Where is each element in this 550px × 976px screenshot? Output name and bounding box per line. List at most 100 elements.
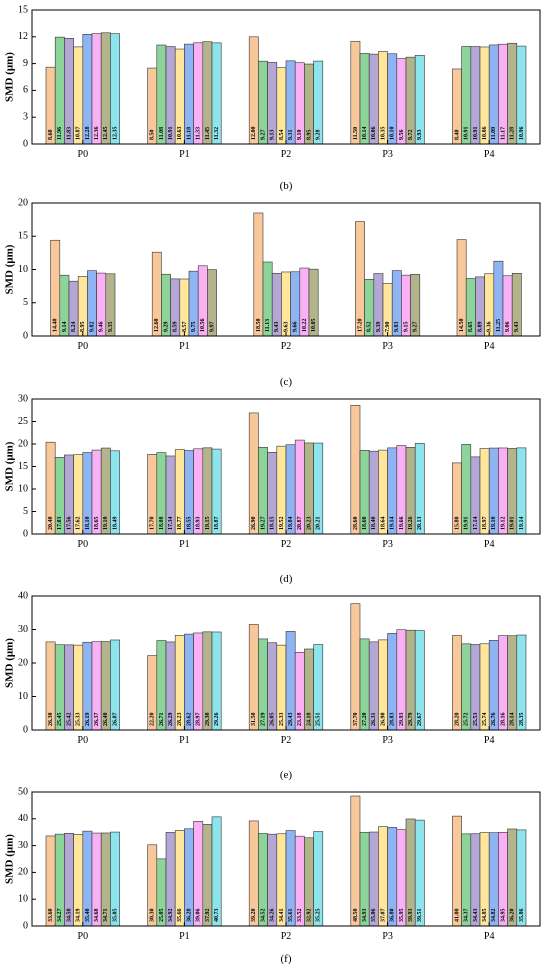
data-label: 18.50 <box>256 319 262 333</box>
data-label: 19.15 <box>205 517 211 531</box>
y-tick-label: 20 <box>18 197 28 208</box>
data-label: 30.30 <box>150 909 156 923</box>
x-tick-label: P1 <box>179 539 190 550</box>
y-tick-label: 0 <box>23 528 28 539</box>
x-tick-label: P3 <box>382 735 393 746</box>
data-label: 9.56 <box>399 130 405 141</box>
bar <box>248 412 259 535</box>
data-label: 12.00 <box>251 127 257 140</box>
data-label: 9.72 <box>408 130 414 141</box>
data-label: 18.10 <box>85 517 91 531</box>
data-label: 10.96 <box>519 127 525 141</box>
data-label: 9.28 <box>316 130 322 141</box>
x-tick-label: P4 <box>484 341 495 352</box>
data-label: 37.92 <box>205 909 211 923</box>
y-tick-label: 40 <box>18 590 28 601</box>
x-tick-label: P0 <box>78 931 89 942</box>
data-label: 9.39 <box>376 322 382 333</box>
data-label: 34.85 <box>482 909 488 923</box>
data-label: 11.08 <box>159 127 165 140</box>
y-tick-label: 5 <box>23 506 28 517</box>
x-tick-label: P4 <box>484 735 495 746</box>
y-tick-label: 25 <box>18 416 28 427</box>
y-axis-label: SMD (μm) <box>4 834 16 884</box>
y-tick-label: 5 <box>23 297 28 308</box>
y-tick-label: 0 <box>23 138 28 149</box>
y-tick-label: 50 <box>18 786 28 797</box>
data-label: 29.43 <box>288 713 294 727</box>
data-label: 9.35 <box>108 322 114 333</box>
data-label: 8.24 <box>71 322 77 333</box>
x-tick-label: P0 <box>78 735 89 746</box>
data-label: 8.54 <box>279 130 285 141</box>
chart-panel-3: (d) 26.30 22.20 31.50 37.70 28.20 25.45 26.71 27… <box>4 573 541 746</box>
data-label: 27.20 <box>362 713 368 727</box>
data-label: 26.71 <box>159 713 165 727</box>
data-label: 19.14 <box>519 517 525 531</box>
data-label: 11.50 <box>353 127 359 140</box>
data-label: 20.87 <box>297 517 303 531</box>
data-label: 36.28 <box>186 909 192 923</box>
data-label: 18.15 <box>270 517 276 531</box>
x-tick-label: P1 <box>179 931 190 942</box>
data-label: 26.29 <box>168 713 174 727</box>
y-tick-label: 6 <box>23 85 28 96</box>
data-label: 17.14 <box>473 517 479 531</box>
data-label: 12.45 <box>103 127 109 141</box>
x-tick-label: P1 <box>179 735 190 746</box>
data-label: 9.13 <box>270 130 276 141</box>
data-label: 33.60 <box>48 909 54 923</box>
data-label: 33.52 <box>297 909 303 923</box>
data-label: 28.20 <box>454 713 460 727</box>
data-label: 24.18 <box>306 713 312 727</box>
data-label: 10.06 <box>371 127 377 141</box>
data-label: 37.70 <box>353 713 359 727</box>
x-tick-label: P2 <box>281 931 292 942</box>
data-label: 34.58 <box>66 909 72 923</box>
bar <box>253 212 264 337</box>
data-label: 19.84 <box>288 517 294 531</box>
data-label: 28.14 <box>510 713 516 727</box>
data-label: 8.65 <box>468 322 474 333</box>
data-label: 18.64 <box>380 517 386 531</box>
panel-label: (f) <box>281 953 292 965</box>
data-label: 17.34 <box>168 517 174 531</box>
data-label: 25.33 <box>76 713 82 727</box>
data-label: 10.91 <box>473 127 479 141</box>
data-label: 12.36 <box>94 127 100 141</box>
y-tick-label: 15 <box>18 461 28 472</box>
data-label: 34.26 <box>270 909 276 923</box>
x-tick-label: P3 <box>382 931 393 942</box>
data-label: 11.13 <box>265 319 271 332</box>
data-label: 9.27 <box>413 322 419 333</box>
x-tick-label: P0 <box>78 539 89 550</box>
y-axis-label: SMD (μm) <box>4 441 16 491</box>
y-tick-label: 3 <box>23 111 28 122</box>
data-label: 41.00 <box>454 909 460 923</box>
data-label: 9.97 <box>209 322 215 333</box>
data-label: 17.03 <box>57 517 63 531</box>
data-label: 9.46 <box>99 322 105 333</box>
y-axis-label: SMD (μm) <box>4 52 16 102</box>
bar <box>350 795 361 927</box>
data-label: 32.92 <box>306 909 312 923</box>
data-label: 9.10 <box>297 130 303 141</box>
y-tick-label: 30 <box>18 624 28 635</box>
data-label: 9.31 <box>288 130 294 141</box>
data-label: 10.87 <box>76 127 82 141</box>
data-label: 14.50 <box>459 319 465 333</box>
chart-panel-1: (b) 14.40 12.60 18.50 17.20 14.50 9.14 9.29 11.1… <box>4 180 541 352</box>
data-label: 8.89 <box>477 322 483 333</box>
data-label: 26.30 <box>48 713 54 727</box>
data-label: 39.93 <box>408 909 414 923</box>
data-label: 11.96 <box>57 127 63 140</box>
data-label: 10.05 <box>311 319 317 333</box>
data-label: 11.17 <box>500 127 506 140</box>
data-label: 35.25 <box>316 909 322 923</box>
data-label: 9.27 <box>260 130 266 141</box>
data-label: 28.60 <box>353 517 359 531</box>
data-label: 18.77 <box>177 517 183 531</box>
data-label: 10.91 <box>168 127 174 141</box>
data-label: 18.93 <box>196 517 202 531</box>
data-label: 9.15 <box>403 322 409 333</box>
